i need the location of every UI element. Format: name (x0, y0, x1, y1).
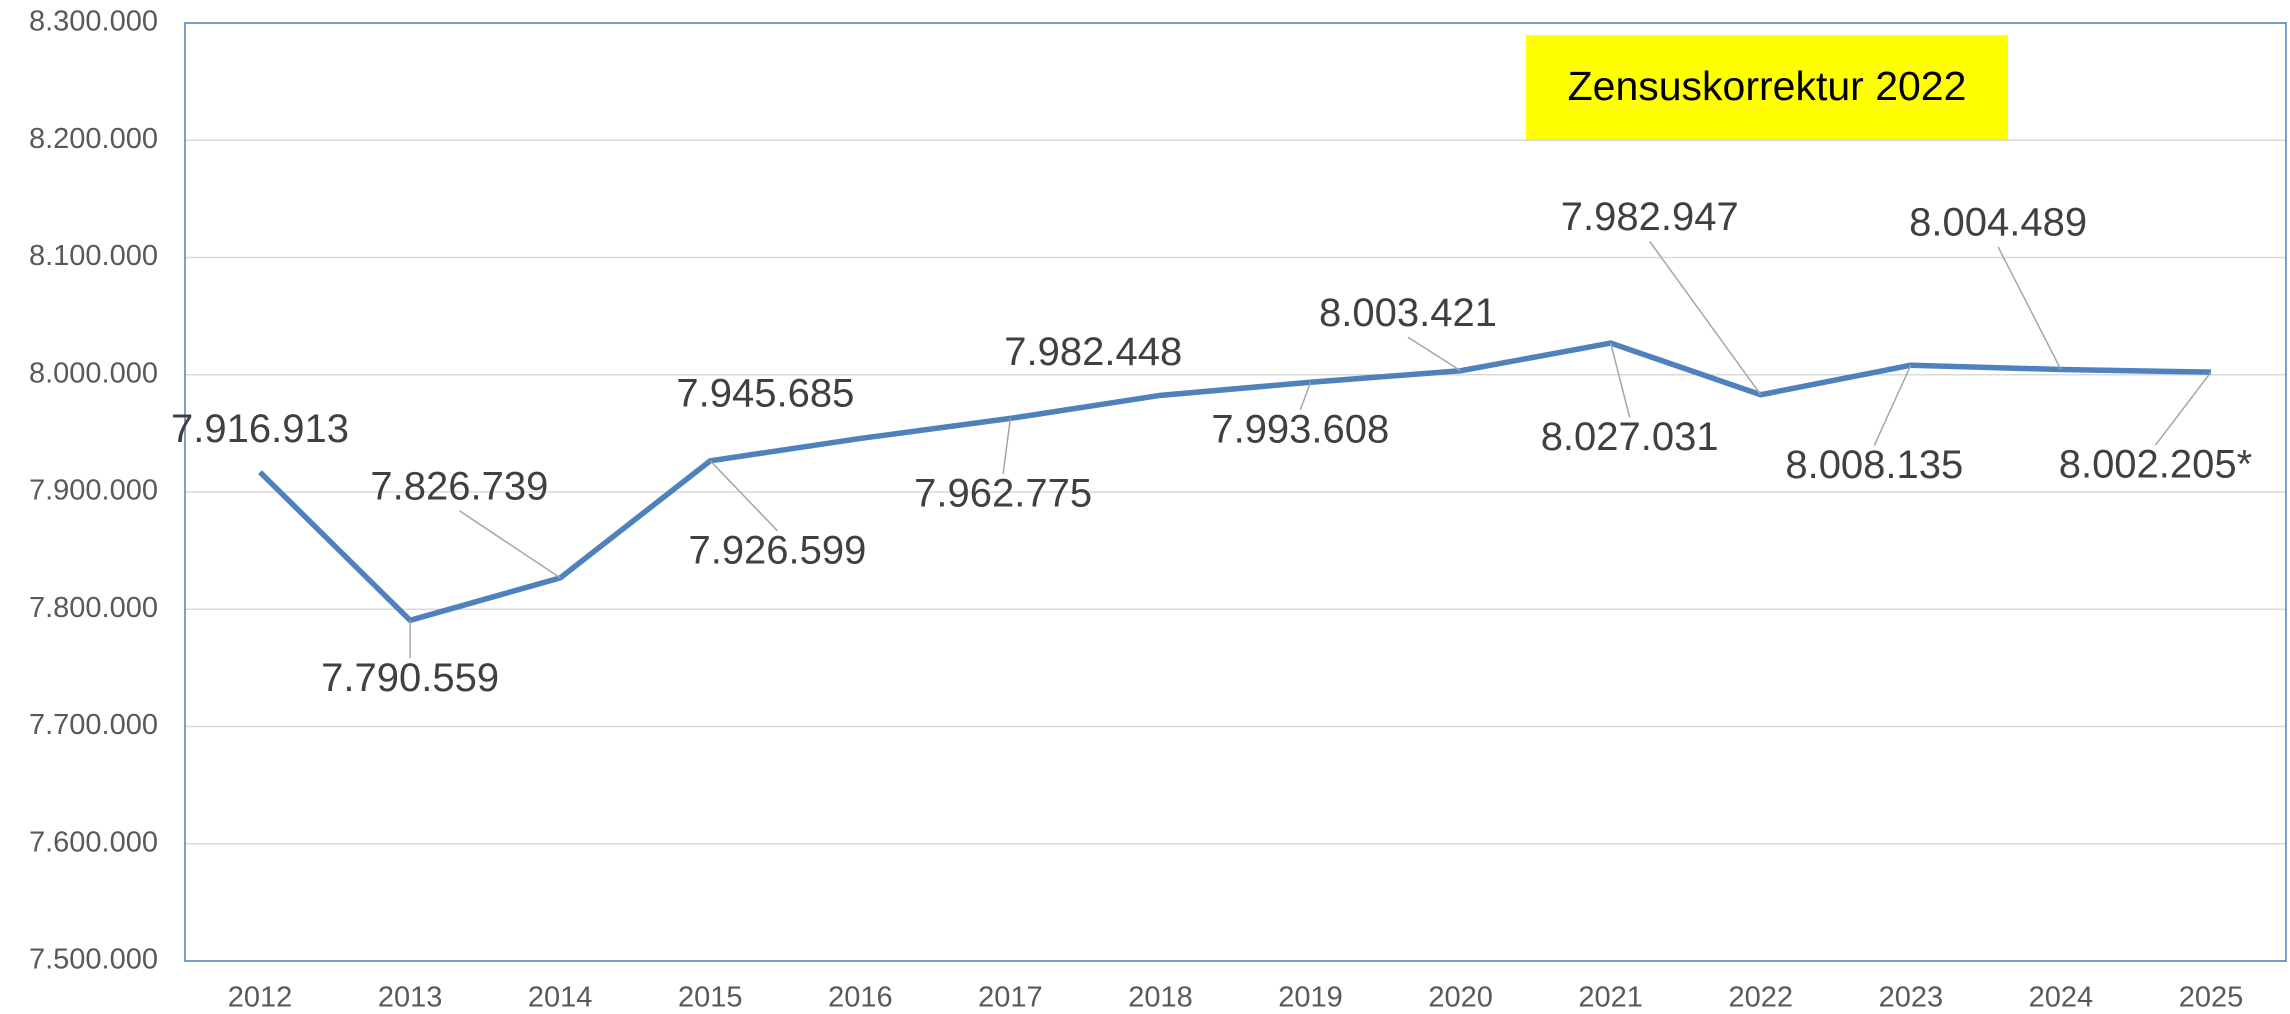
annotation: Zensuskorrektur 2022 (1568, 63, 1967, 109)
y-tick-label: 8.200.000 (29, 123, 158, 155)
x-tick-label: 2014 (528, 982, 593, 1014)
data-label: 7.982.947 (1561, 195, 1739, 239)
plot-border (184, 22, 2287, 962)
x-tick-label: 2017 (978, 982, 1043, 1014)
x-tick-label: 2024 (2029, 982, 2094, 1014)
data-label: 8.003.421 (1319, 291, 1497, 335)
leader-line (1997, 246, 2062, 370)
leader-line (458, 510, 561, 579)
x-tick-label: 2023 (1879, 982, 1944, 1014)
data-label: 7.993.608 (1211, 407, 1389, 451)
x-tick-label: 2016 (828, 982, 893, 1014)
data-label: 7.926.599 (688, 528, 866, 572)
data-label: 7.982.448 (1004, 330, 1182, 374)
y-tick-label: 7.700.000 (29, 709, 158, 741)
annotation-box (1526, 35, 2008, 140)
y-tick-label: 7.800.000 (29, 592, 158, 624)
y-tick-label: 7.600.000 (29, 826, 158, 858)
x-tick-label: 2013 (378, 982, 443, 1014)
x-tick-label: 2021 (1578, 982, 1643, 1014)
data-label: 7.790.559 (321, 656, 499, 700)
x-tick-label: 2022 (1728, 982, 1793, 1014)
leader-line (1407, 336, 1462, 372)
leader-line (1873, 364, 1912, 446)
leader-line (1002, 418, 1012, 474)
x-tick-label: 2018 (1128, 982, 1193, 1014)
data-label: 8.027.031 (1541, 415, 1719, 459)
leader-line (1299, 381, 1312, 411)
y-tick-label: 7.500.000 (29, 944, 158, 976)
leader-line (1609, 342, 1631, 418)
x-tick-label: 2012 (228, 982, 293, 1014)
x-tick-label: 2015 (678, 982, 743, 1014)
leader-line (1649, 241, 1762, 396)
data-label: 7.826.739 (370, 464, 548, 508)
leader-line (2154, 371, 2212, 446)
data-label: 7.916.913 (171, 407, 349, 451)
leader-line (709, 460, 778, 532)
data-label: 8.004.489 (1909, 200, 2087, 244)
data-label: 8.008.135 (1785, 443, 1963, 487)
data-label: 8.002.205* (2059, 443, 2253, 487)
data-label: 7.962.775 (914, 471, 1092, 515)
line (258, 340, 2212, 624)
x-tick-label: 2020 (1428, 982, 1493, 1014)
y-tick-label: 7.900.000 (29, 475, 158, 507)
y-tick-label: 8.300.000 (29, 6, 158, 38)
y-tick-label: 8.100.000 (29, 240, 158, 272)
x-tick-label: 2019 (1278, 982, 1343, 1014)
x-tick-label: 2025 (2179, 982, 2244, 1014)
data-label: 7.945.685 (676, 372, 854, 416)
y-tick-label: 8.000.000 (29, 357, 158, 389)
